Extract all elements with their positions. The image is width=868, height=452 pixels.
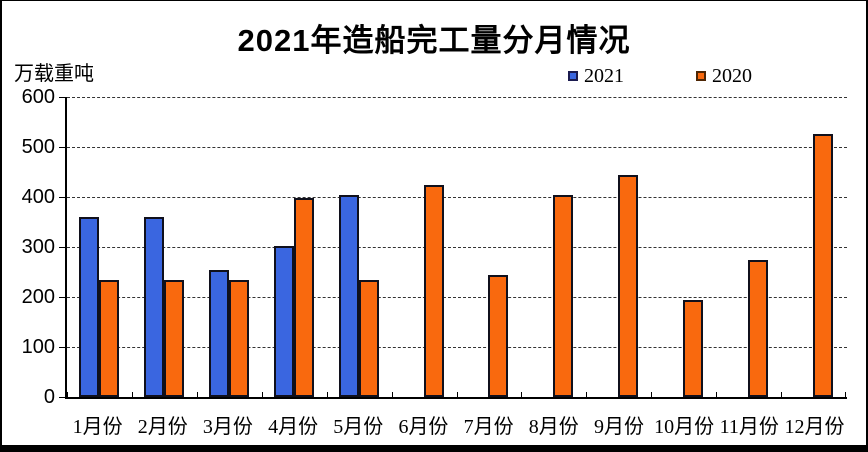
x-tick-label-7月份: 7月份 (463, 416, 514, 438)
bar-2020-m6 (423, 184, 444, 397)
x-axis-labels: 1月份 2月份 3月份 4月份 5月份 6月份 7月份 8月份 9月份 10月份 11月份 12月份 (65, 410, 847, 439)
plot-area (59, 97, 847, 399)
legend-item-2020: 2020 (696, 65, 752, 87)
x-axis-tick (521, 392, 523, 397)
bar-2020-m4 (293, 198, 314, 397)
y-axis-tick (59, 247, 65, 248)
x-axis-tick (261, 392, 263, 397)
bar-2020-m11 (748, 259, 769, 397)
bar-2020-m1 (98, 279, 119, 397)
y-axis-tick (59, 397, 65, 398)
legend-label-2021: 2021 (584, 65, 624, 87)
bar-2020-m5 (358, 279, 379, 397)
bar-2020-m9 (618, 174, 639, 397)
x-tick-label-2月份: 2月份 (137, 416, 188, 438)
gridline-200 (67, 297, 847, 298)
legend: 2021 2020 (2, 65, 866, 87)
legend-swatch-2021-icon (568, 71, 578, 81)
bar-2020-m8 (553, 194, 574, 397)
y-tick-label-400: 400 (21, 186, 55, 208)
y-axis-tick (59, 297, 65, 298)
y-tick-label-200: 200 (21, 286, 55, 308)
x-axis-tick (391, 392, 393, 397)
x-axis-tick (586, 392, 588, 397)
x-axis-tick (845, 392, 846, 397)
x-tick-label-5月份: 5月份 (333, 416, 384, 438)
y-tick-label-0: 0 (43, 386, 55, 408)
bar-2021-m4 (273, 245, 294, 397)
bar-2020-m12 (813, 133, 834, 397)
gridline-500 (67, 147, 847, 148)
bar-2021-m3 (208, 269, 229, 397)
y-tick-label-600: 600 (21, 86, 55, 108)
x-axis-tick (131, 392, 133, 397)
x-tick-label-1月份: 1月份 (72, 416, 123, 438)
legend-label-2020: 2020 (712, 65, 752, 87)
y-axis-tick (59, 197, 65, 198)
x-axis-tick (716, 392, 718, 397)
bar-2020-m3 (228, 279, 249, 397)
x-axis-tick (326, 392, 328, 397)
x-axis-tick (67, 392, 68, 397)
bar-2020-m2 (163, 279, 184, 397)
bar-2021-m2 (143, 217, 164, 397)
bar-2021-m1 (78, 217, 99, 397)
x-tick-label-9月份: 9月份 (593, 416, 644, 438)
y-axis-tick (59, 97, 65, 98)
bar-2021-m5 (338, 194, 359, 397)
legend-item-2021: 2021 (568, 65, 624, 87)
x-tick-label-4月份: 4月份 (268, 416, 319, 438)
y-axis-unit-label: 万载重吨 (14, 63, 94, 85)
gridline-600 (67, 97, 847, 98)
chart-title: 2021年造船完工量分月情况 (237, 23, 631, 58)
x-tick-label-10月份: 10月份 (654, 416, 715, 438)
bar-2020-m10 (683, 299, 704, 397)
y-axis-tick (59, 347, 65, 348)
x-tick-label-6月份: 6月份 (398, 416, 449, 438)
x-tick-label-3月份: 3月份 (202, 416, 253, 438)
y-tick-label-300: 300 (21, 236, 55, 258)
bottom-border-bar (2, 445, 866, 452)
gridline-100 (67, 347, 847, 348)
x-tick-label-12月份: 12月份 (784, 416, 845, 438)
gridline-400 (67, 197, 847, 198)
legend-swatch-2020-icon (696, 71, 706, 81)
x-axis-tick (651, 392, 653, 397)
y-axis-tick (59, 147, 65, 148)
x-axis-tick (456, 392, 458, 397)
x-tick-label-8月份: 8月份 (528, 416, 579, 438)
y-tick-label-500: 500 (21, 136, 55, 158)
x-axis-tick (781, 392, 783, 397)
y-tick-label-100: 100 (21, 336, 55, 358)
bar-2020-m7 (488, 274, 509, 397)
x-axis-tick (196, 392, 198, 397)
gridline-300 (67, 247, 847, 248)
x-tick-label-11月份: 11月份 (719, 416, 779, 438)
